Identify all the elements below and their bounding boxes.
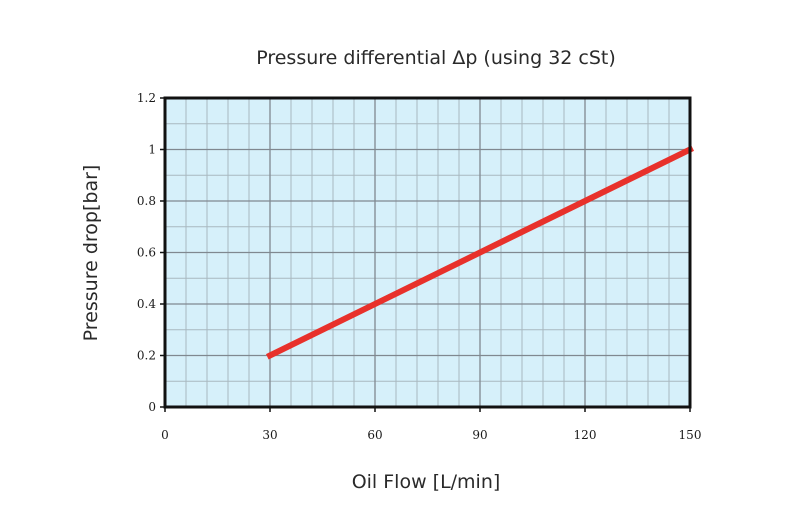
y-tick-labels: 0 0.2 0.4 0.6 0.8 1 1.2 [137, 91, 156, 414]
x-tick-label: 120 [574, 428, 597, 442]
y-tick-label: 0.4 [137, 297, 156, 311]
y-tick-label: 0 [148, 400, 156, 414]
chart-title: Pressure differential Δp (using 32 cSt) [256, 47, 616, 69]
y-axis-label: Pressure drop[bar] [80, 165, 102, 342]
x-axis-label: Oil Flow [L/min] [352, 471, 501, 493]
major-gridlines [165, 98, 690, 407]
tick-marks [160, 97, 691, 412]
series-line [265, 145, 695, 360]
x-tick-label: 30 [262, 428, 277, 442]
x-tick-label: 60 [367, 428, 382, 442]
y-tick-label: 0.8 [137, 194, 156, 208]
y-tick-label: 0.6 [137, 246, 156, 260]
x-tick-labels: 0 30 60 90 120 150 [161, 428, 701, 442]
y-tick-label: 1.2 [137, 91, 156, 105]
x-tick-label: 0 [161, 428, 169, 442]
series-layer [265, 145, 695, 360]
y-tick-label: 1 [148, 143, 156, 157]
x-tick-label: 150 [679, 428, 702, 442]
y-tick-label: 0.2 [137, 349, 156, 363]
x-tick-label: 90 [472, 428, 487, 442]
